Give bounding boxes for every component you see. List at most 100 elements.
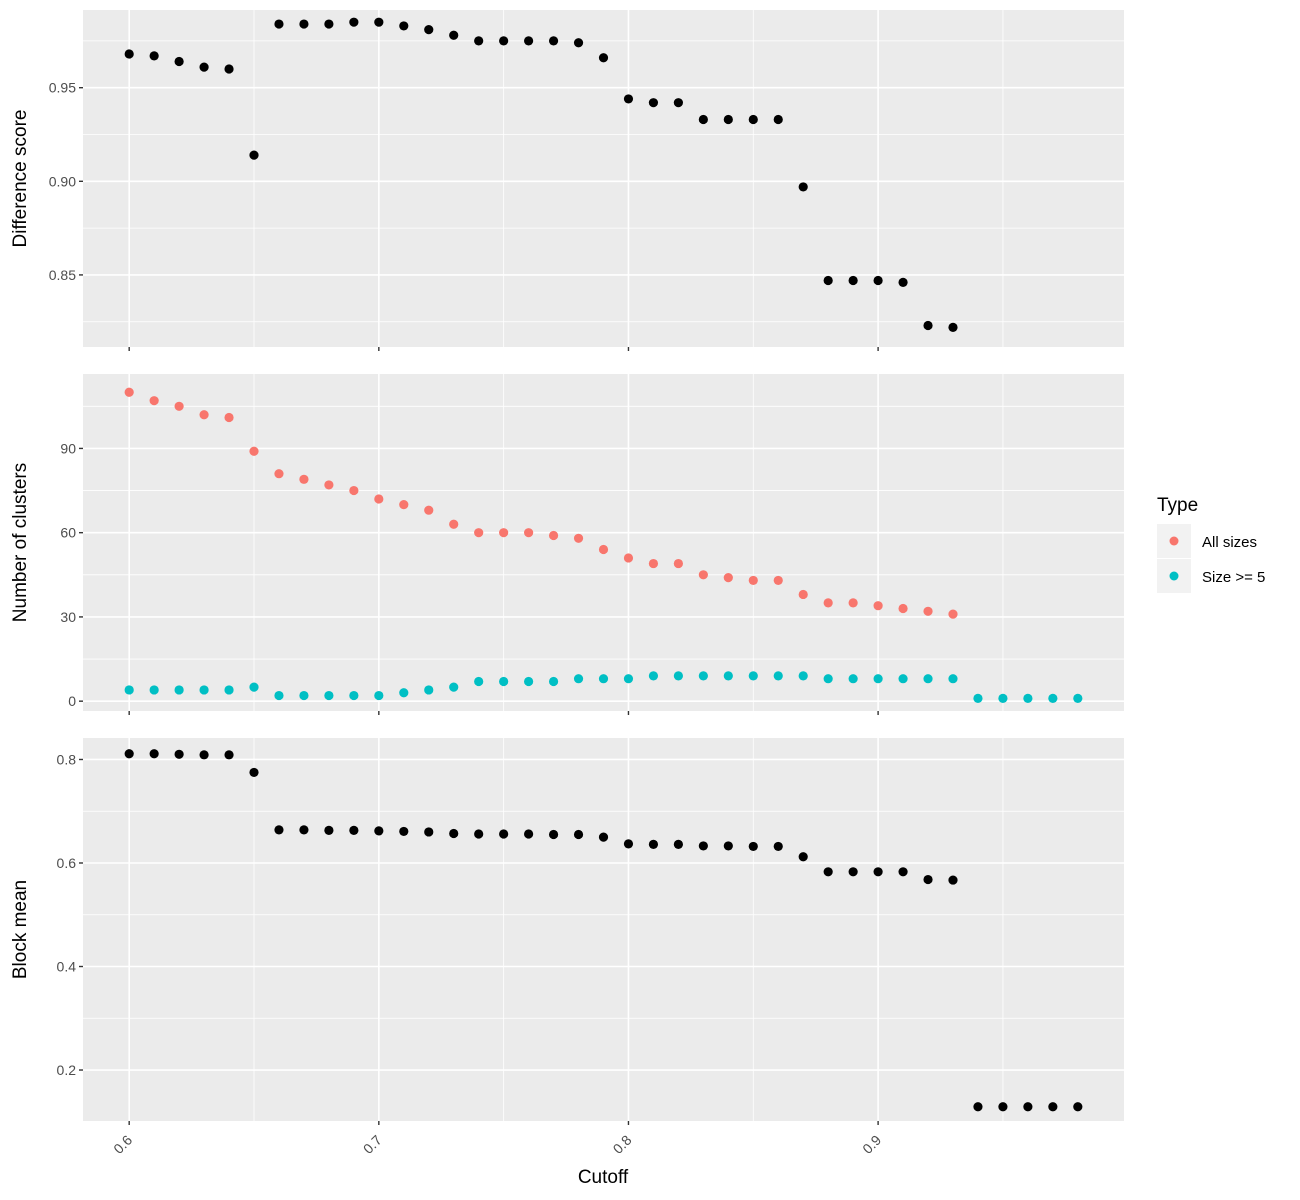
data-point xyxy=(149,396,159,406)
data-point xyxy=(923,674,933,684)
data-point xyxy=(1073,693,1083,703)
series-all-sizes xyxy=(124,387,958,619)
data-point xyxy=(399,499,409,510)
data-point xyxy=(199,685,209,695)
data-point xyxy=(299,19,309,29)
data-point xyxy=(598,53,609,63)
data-point xyxy=(124,49,134,59)
data-point xyxy=(224,750,234,760)
data-point xyxy=(873,674,883,684)
data-point xyxy=(374,690,384,701)
data-point xyxy=(923,320,933,331)
data-point xyxy=(524,36,534,46)
data-point xyxy=(224,685,234,695)
data-point xyxy=(499,528,509,538)
data-point xyxy=(124,685,134,695)
data-point xyxy=(349,825,359,835)
data-point xyxy=(474,676,484,687)
data-point xyxy=(648,558,659,569)
data-point xyxy=(573,38,584,48)
data-point xyxy=(898,277,908,288)
data-point xyxy=(798,589,808,600)
x-tick-label: 0.6 xyxy=(110,1132,135,1157)
data-point xyxy=(399,688,409,698)
data-point xyxy=(274,469,284,479)
data-point xyxy=(698,671,708,681)
data-point xyxy=(524,528,534,538)
data-point xyxy=(973,1102,983,1112)
legend-key-size-5 xyxy=(1169,571,1179,581)
data-point xyxy=(673,558,683,569)
y-tick-label: 0.6 xyxy=(57,855,77,871)
data-point xyxy=(499,676,509,687)
data-point xyxy=(1023,1102,1033,1112)
data-point xyxy=(748,841,758,852)
data-point xyxy=(224,412,234,423)
y-tick-label: 0.4 xyxy=(57,959,77,975)
x-axis-title: Cutoff xyxy=(578,1167,629,1188)
data-point xyxy=(374,826,384,836)
data-point xyxy=(598,544,609,555)
panel-difference-score: 0.85 0.90 0.95 Difference score xyxy=(10,10,1124,351)
data-point xyxy=(823,598,833,608)
data-point xyxy=(324,19,334,29)
data-point xyxy=(948,322,958,332)
data-point xyxy=(848,598,858,608)
data-point xyxy=(499,36,509,46)
data-point xyxy=(623,94,634,104)
data-point xyxy=(548,676,559,687)
data-point xyxy=(424,505,434,515)
data-point xyxy=(723,114,733,125)
data-point xyxy=(249,767,259,778)
data-point xyxy=(299,690,309,701)
data-point xyxy=(623,674,634,684)
panel-block-mean: 0.2 0.4 0.6 0.8 Block mean xyxy=(10,738,1124,1125)
data-point xyxy=(274,825,284,835)
data-point xyxy=(149,685,159,695)
data-point xyxy=(424,685,434,695)
data-point xyxy=(174,401,184,411)
data-point xyxy=(923,606,933,616)
data-point xyxy=(249,446,259,456)
y-axis-title: Number of clusters xyxy=(10,463,31,622)
y-tick-label: 30 xyxy=(60,609,76,625)
data-point xyxy=(199,750,209,760)
data-point xyxy=(623,553,634,563)
data-point xyxy=(449,30,459,40)
data-point xyxy=(998,693,1008,703)
data-point xyxy=(449,519,459,529)
data-point xyxy=(474,36,484,46)
data-point xyxy=(698,841,708,851)
series-0 xyxy=(124,749,1083,1112)
data-point xyxy=(648,839,659,849)
data-point xyxy=(174,56,184,67)
data-point xyxy=(998,1102,1008,1112)
data-point xyxy=(299,825,309,835)
y-tick-label: 0.8 xyxy=(57,751,77,767)
data-point xyxy=(823,674,833,684)
panel-background xyxy=(83,374,1124,711)
data-point xyxy=(324,825,334,835)
data-point xyxy=(848,275,858,286)
data-point xyxy=(149,51,159,61)
data-point xyxy=(798,852,808,862)
data-point xyxy=(374,17,384,27)
data-point xyxy=(174,685,184,695)
data-point xyxy=(474,528,484,538)
data-point xyxy=(124,387,134,397)
data-point xyxy=(149,749,159,759)
data-point xyxy=(399,21,409,31)
data-point xyxy=(723,573,733,583)
data-point xyxy=(548,530,559,541)
series-0 xyxy=(124,17,958,332)
data-point xyxy=(873,275,883,286)
data-point xyxy=(199,62,209,72)
data-point xyxy=(349,485,359,496)
data-point xyxy=(773,114,783,125)
data-point xyxy=(798,671,808,681)
data-point xyxy=(474,829,484,839)
data-point xyxy=(948,674,958,684)
panel-background xyxy=(83,738,1124,1121)
data-point xyxy=(573,533,584,543)
